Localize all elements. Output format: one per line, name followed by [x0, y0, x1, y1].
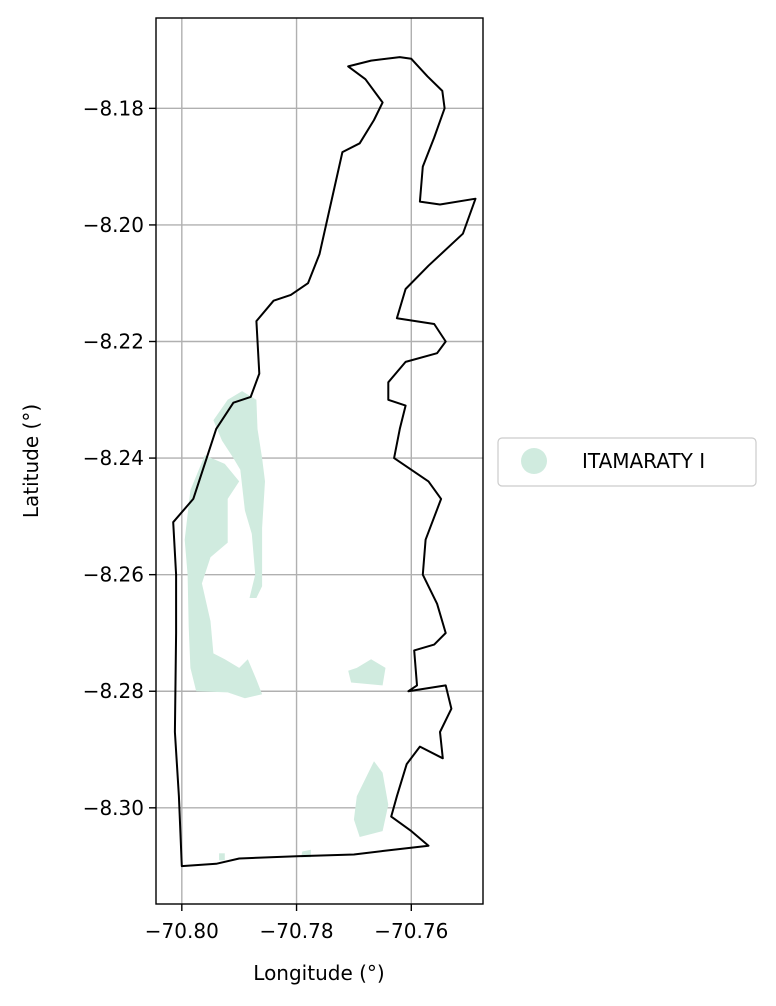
- gridlines: [156, 18, 483, 904]
- legend-label-itamaraty: ITAMARATY I: [582, 449, 705, 473]
- protected-area-patch: [348, 659, 386, 686]
- protected-area-layer: [184, 391, 389, 861]
- legend: ITAMARATY I: [497, 437, 757, 487]
- legend-marker-itamaraty: [521, 448, 547, 474]
- y-tick-label: −8.22: [83, 330, 144, 354]
- boundary-layer: [172, 56, 477, 868]
- legend-box: [497, 437, 757, 487]
- plot-frame: [155, 17, 484, 905]
- protected-area-patch: [353, 761, 389, 837]
- protected-area-patch: [219, 853, 225, 861]
- x-axis: −70.80 −70.78 −70.76: [145, 904, 448, 943]
- x-tick-label: −70.76: [374, 919, 448, 943]
- y-tick-label: −8.18: [83, 96, 144, 120]
- y-tick-label: −8.26: [83, 563, 144, 587]
- y-tick-label: −8.20: [83, 213, 144, 237]
- y-axis: −8.18 −8.20 −8.22 −8.24 −8.26 −8.28 −8.30: [83, 96, 156, 820]
- y-tick-label: −8.28: [83, 679, 144, 703]
- y-tick-label: −8.24: [83, 446, 144, 470]
- x-tick-label: −70.80: [145, 919, 219, 943]
- x-tick-label: −70.78: [260, 919, 334, 943]
- boundary-outline: [172, 56, 477, 868]
- y-tick-label: −8.30: [83, 796, 144, 820]
- protected-area-patch: [213, 391, 265, 598]
- protected-area-patch: [184, 455, 263, 699]
- y-axis-title: Latitude (°): [19, 404, 43, 518]
- x-axis-title: Longitude (°): [253, 961, 384, 985]
